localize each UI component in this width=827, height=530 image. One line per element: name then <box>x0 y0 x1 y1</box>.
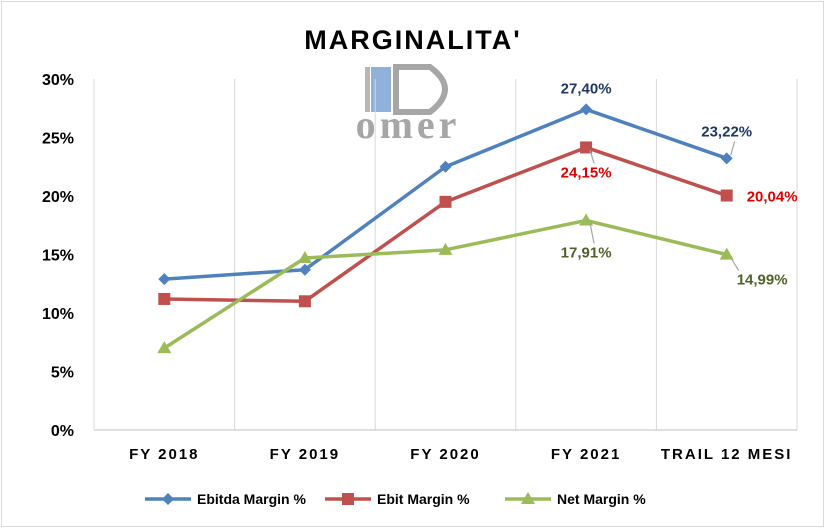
watermark-logo-shape <box>393 64 448 115</box>
data-label: 24,15% <box>561 164 612 181</box>
y-tick-label: 0% <box>51 423 74 440</box>
series-point-net <box>438 242 453 255</box>
y-tick-label: 25% <box>42 131 74 148</box>
series-point-net <box>719 247 734 260</box>
series-point-ebitda <box>298 263 311 276</box>
legend-marker <box>521 492 535 504</box>
data-label: 17,91% <box>561 244 612 261</box>
watermark-logo-bar <box>371 67 391 112</box>
series-point-net <box>579 213 594 226</box>
legend-label: Ebitda Margin % <box>197 491 306 507</box>
x-tick-label: FY 2021 <box>551 446 621 463</box>
data-label: 14,99% <box>737 272 788 289</box>
x-tick-label: FY 2020 <box>410 446 480 463</box>
legend-label: Ebit Margin % <box>377 491 470 507</box>
series-point-ebit <box>580 141 593 154</box>
series-line-net <box>163 218 728 350</box>
data-label: 20,04% <box>747 189 798 206</box>
watermark-logo-stem <box>365 67 370 112</box>
series-point-ebitda <box>439 160 452 173</box>
data-label-leader <box>730 257 740 271</box>
series-point-ebit <box>158 292 171 305</box>
chart-title: MARGINALITA' <box>304 25 521 55</box>
watermark-text: omer <box>356 102 461 147</box>
series-point-ebit <box>298 295 311 308</box>
series-point-ebitda <box>580 103 593 116</box>
x-tick-label: FY 2018 <box>129 446 199 463</box>
data-label-leader <box>589 150 595 164</box>
x-tick-label: FY 2019 <box>270 446 340 463</box>
data-label: 23,22% <box>701 123 752 140</box>
legend-label: Net Margin % <box>557 491 646 507</box>
series-point-ebit <box>439 195 452 208</box>
y-tick-label: 5% <box>51 365 74 382</box>
y-tick-label: 30% <box>42 72 74 89</box>
series-point-ebitda <box>158 273 171 286</box>
data-label-leader <box>589 223 595 244</box>
series-point-net <box>297 251 312 264</box>
series-point-net <box>157 341 172 354</box>
series-point-ebitda <box>720 152 733 165</box>
y-tick-label: 20% <box>42 189 74 206</box>
legend-marker <box>162 493 174 505</box>
data-label: 27,40% <box>561 80 612 97</box>
x-tick-label: TRAIL 12 MESI <box>661 446 793 463</box>
y-tick-label: 15% <box>42 248 74 265</box>
legend-marker <box>342 493 354 505</box>
data-label-leader <box>730 141 736 156</box>
series-point-ebit <box>720 189 733 202</box>
y-tick-label: 10% <box>42 306 74 323</box>
